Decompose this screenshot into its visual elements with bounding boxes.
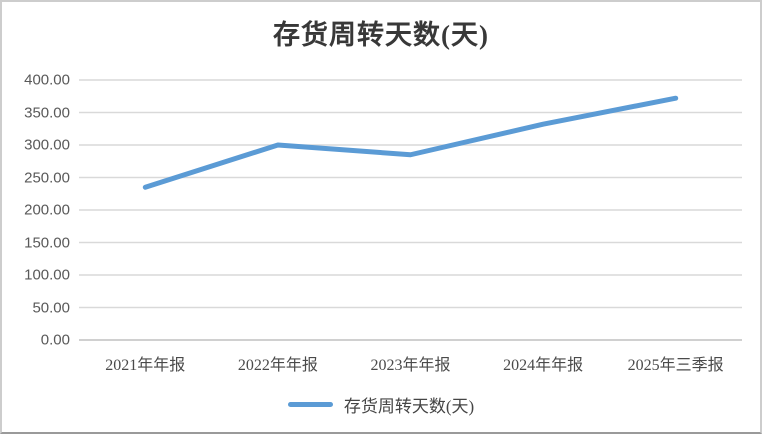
x-category-label: 2022年年报: [237, 357, 318, 374]
y-tick-label: 50.00: [32, 299, 70, 316]
y-tick-label: 350.00: [24, 104, 70, 121]
y-tick-label: 0.00: [40, 331, 70, 349]
y-tick-label: 150.00: [24, 234, 70, 251]
legend-line-swatch: [287, 402, 333, 407]
legend: 存货周转天数(天): [2, 392, 760, 417]
x-category-label: 2025年三季报: [627, 357, 724, 374]
legend-label: 存货周转天数(天): [343, 397, 475, 416]
y-tick-label: 300.00: [24, 136, 70, 154]
chart-title: 存货周转天数(天): [273, 20, 489, 50]
x-category-label: 2024年年报: [503, 357, 584, 374]
x-category-label: 2021年年报: [105, 357, 186, 374]
y-tick-label: 200.00: [24, 201, 70, 219]
x-category-label: 2023年年报: [370, 357, 451, 374]
y-tick-label: 400.00: [24, 71, 70, 89]
y-tick-label: 250.00: [24, 169, 70, 186]
y-tick-label: 100.00: [24, 266, 70, 284]
series-line: [142, 95, 679, 190]
